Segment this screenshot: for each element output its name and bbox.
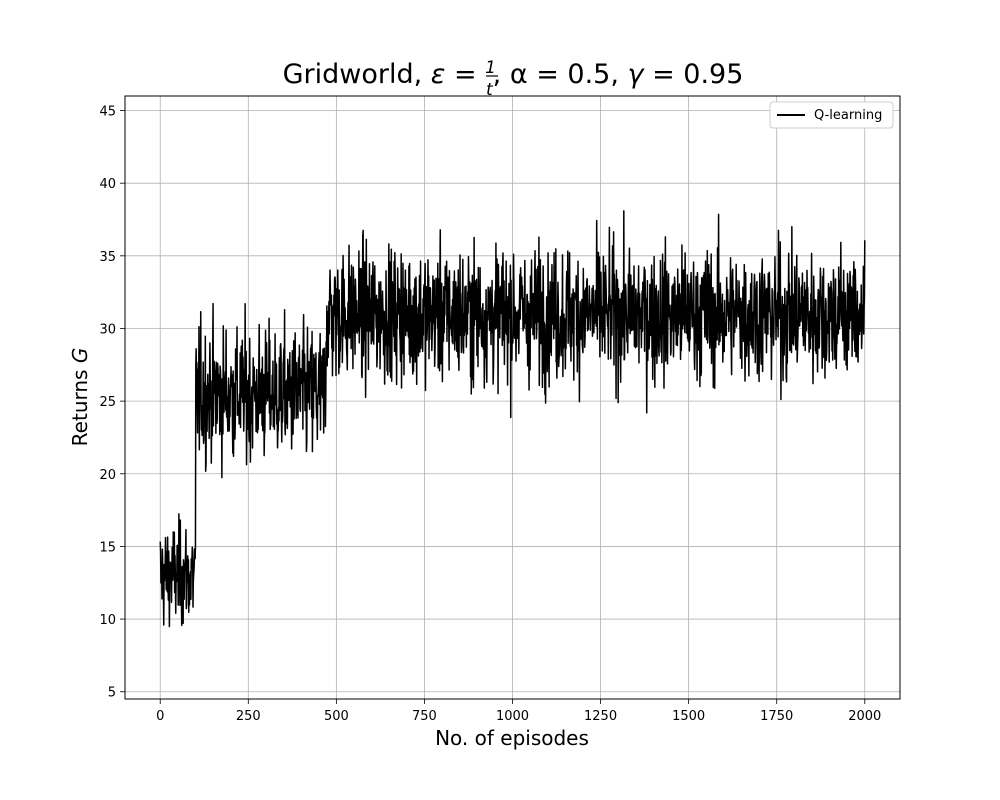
y-tick-label: 25	[99, 395, 116, 410]
x-tick-label: 2000	[848, 709, 881, 724]
y-tick-label: 15	[99, 540, 116, 555]
legend-box	[769, 101, 894, 129]
y-tick-label: 30	[99, 322, 116, 337]
legend-label-q-learning: Q-learning	[814, 108, 882, 123]
x-axis: 0 250 500 750 1000 1250 1500 1750 2000	[156, 699, 881, 724]
y-tick-label: 40	[99, 177, 116, 192]
series-q-learning	[159, 210, 866, 628]
chart-title: Gridworld, ε = 1 t, α = 0.5, γ = 0.95	[283, 58, 744, 100]
legend: Q-learning	[769, 101, 894, 129]
x-tick-label: 250	[236, 709, 261, 724]
series-line-q-learning	[159, 210, 866, 628]
y-tick-label: 10	[99, 613, 116, 628]
x-tick-label: 500	[324, 709, 349, 724]
x-tick-label: 1000	[496, 709, 529, 724]
y-tick-label: 5	[108, 686, 116, 701]
x-tick-label: 750	[412, 709, 437, 724]
y-tick-label: 20	[99, 468, 116, 483]
y-tick-label: 45	[99, 105, 116, 120]
x-tick-label: 1750	[760, 709, 793, 724]
y-axis: 5 10 15 20 25 30 35 40 45	[99, 105, 125, 701]
grid	[125, 96, 900, 699]
y-axis-label: Returns G	[68, 348, 92, 447]
x-tick-label: 1500	[672, 709, 705, 724]
x-axis-label: No. of episodes	[435, 726, 589, 750]
x-tick-label: 1250	[584, 709, 617, 724]
x-tick-label: 0	[156, 709, 164, 724]
y-tick-label: 35	[99, 250, 116, 265]
